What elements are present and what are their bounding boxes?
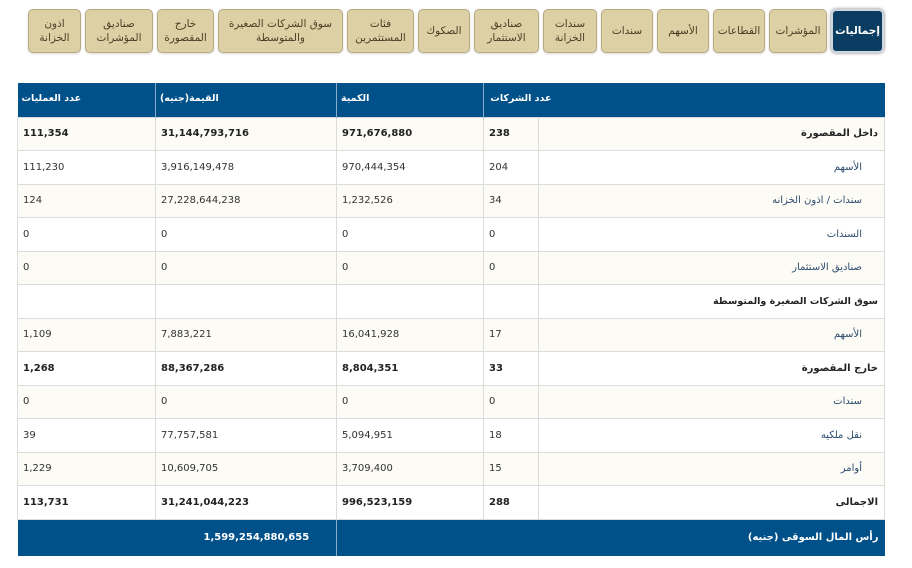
tab-9[interactable]: سوق الشركات الصغيرة والمتوسطة xyxy=(218,9,343,53)
cell-value: 88,367,286 xyxy=(155,351,337,386)
cell-companies: 15 xyxy=(483,451,539,486)
market-cap-value: 1,599,254,880,655 xyxy=(17,519,337,556)
cell-label: سندات / اذون الخزانه xyxy=(538,183,885,218)
cell-operations: 111,354 xyxy=(17,116,156,151)
cell-value: 77,757,581 xyxy=(155,418,337,453)
cell-quantity: 971,676,880 xyxy=(336,116,484,151)
cell-quantity: 0 xyxy=(336,250,484,285)
cell-quantity: 0 xyxy=(336,384,484,419)
cell-label: السندات xyxy=(538,217,885,252)
cell-companies: 0 xyxy=(483,250,539,285)
cell-operations: 113,731 xyxy=(17,485,156,520)
table-row: نقل ملكيه 18 5,094,951 77,757,581 39 xyxy=(17,418,885,453)
cell-companies xyxy=(483,284,539,319)
cell-companies: 288 xyxy=(483,485,539,520)
cell-quantity xyxy=(336,284,484,319)
cell-operations: 111,230 xyxy=(17,150,156,185)
cell-companies: 34 xyxy=(483,183,539,218)
cell-quantity: 1,232,526 xyxy=(336,183,484,218)
header-value: القيمة(جنيه) xyxy=(155,83,337,117)
cell-value: 31,144,793,716 xyxy=(155,116,337,151)
tab-5[interactable]: سندات الخزانة xyxy=(543,9,597,53)
cell-label: سندات xyxy=(538,384,885,419)
tab-6[interactable]: صناديق الاستثمار xyxy=(474,9,539,53)
cell-label: سوق الشركات الصغيرة والمتوسطة xyxy=(538,284,885,319)
table-row: سندات 0 0 0 0 xyxy=(17,384,885,419)
market-cap-row: رأس المال السوقى (جنيه) 1,599,254,880,655 xyxy=(17,519,885,556)
tab-12[interactable]: اذون الخزانة xyxy=(28,9,81,53)
cell-label: نقل ملكيه xyxy=(538,418,885,453)
summary-table: عدد الشركات الكمية القيمة(جنيه) عدد العم… xyxy=(17,83,885,556)
cell-operations: 124 xyxy=(17,183,156,218)
cell-quantity: 970,444,354 xyxy=(336,150,484,185)
cell-companies: 204 xyxy=(483,150,539,185)
cell-label: الأسهم xyxy=(538,317,885,352)
tab-0[interactable]: إجماليات xyxy=(831,9,884,53)
cell-companies: 0 xyxy=(483,217,539,252)
table-row: أوامر 15 3,709,400 10,609,705 1,229 xyxy=(17,451,885,486)
table-row: الاجمالى 288 996,523,159 31,241,044,223 113,… xyxy=(17,485,885,520)
table-row: سندات / اذون الخزانه 34 1,232,526 27,228,64… xyxy=(17,183,885,218)
cell-operations xyxy=(17,284,156,319)
cell-value: 3,916,149,478 xyxy=(155,150,337,185)
market-cap-label: رأس المال السوقى (جنيه) xyxy=(336,519,885,556)
cell-value: 31,241,044,223 xyxy=(155,485,337,520)
tab-4[interactable]: سندات xyxy=(601,9,653,53)
header-quantity: الكمية xyxy=(336,83,484,117)
cell-companies: 17 xyxy=(483,317,539,352)
cell-quantity: 8,804,351 xyxy=(336,351,484,386)
cell-operations: 1,109 xyxy=(17,317,156,352)
table-row: السندات 0 0 0 0 xyxy=(17,217,885,252)
cell-value: 0 xyxy=(155,384,337,419)
cell-companies: 238 xyxy=(483,116,539,151)
cell-companies: 0 xyxy=(483,384,539,419)
cell-value: 0 xyxy=(155,250,337,285)
tab-1[interactable]: المؤشرات xyxy=(769,9,827,53)
cell-label: الأسهم xyxy=(538,150,885,185)
cell-operations: 0 xyxy=(17,384,156,419)
cell-label: الاجمالى xyxy=(538,485,885,520)
tab-bar: إجماليات المؤشرات القطاعات الأسهم سندات سندات… xyxy=(17,9,884,53)
tab-2[interactable]: القطاعات xyxy=(713,9,765,53)
table-row: سوق الشركات الصغيرة والمتوسطة xyxy=(17,284,885,319)
cell-label: داخل المقصورة xyxy=(538,116,885,151)
cell-companies: 33 xyxy=(483,351,539,386)
cell-label: خارج المقصورة xyxy=(538,351,885,386)
cell-operations: 0 xyxy=(17,250,156,285)
cell-label: صناديق الاستثمار xyxy=(538,250,885,285)
table-row: الأسهم 204 970,444,354 3,916,149,478 111,230 xyxy=(17,150,885,185)
table-row: خارج المقصورة 33 8,804,351 88,367,286 1,268 xyxy=(17,351,885,386)
tab-7[interactable]: الصكوك xyxy=(418,9,470,53)
tab-10[interactable]: خارج المقصورة xyxy=(157,9,214,53)
cell-quantity: 5,094,951 xyxy=(336,418,484,453)
cell-quantity: 16,041,928 xyxy=(336,317,484,352)
cell-value: 0 xyxy=(155,217,337,252)
table-header: عدد الشركات الكمية القيمة(جنيه) عدد العم… xyxy=(17,83,885,117)
cell-companies: 18 xyxy=(483,418,539,453)
tab-8[interactable]: فئات المستثمرين xyxy=(347,9,414,53)
header-operations: عدد العمليات xyxy=(17,83,156,117)
cell-operations: 39 xyxy=(17,418,156,453)
table-row: داخل المقصورة 238 971,676,880 31,144,793,71… xyxy=(17,116,885,151)
cell-value xyxy=(155,284,337,319)
cell-label: أوامر xyxy=(538,451,885,486)
header-companies: عدد الشركات xyxy=(483,83,885,117)
cell-quantity: 996,523,159 xyxy=(336,485,484,520)
cell-operations: 0 xyxy=(17,217,156,252)
cell-value: 27,228,644,238 xyxy=(155,183,337,218)
table-row: صناديق الاستثمار 0 0 0 0 xyxy=(17,250,885,285)
cell-quantity: 3,709,400 xyxy=(336,451,484,486)
cell-operations: 1,268 xyxy=(17,351,156,386)
cell-value: 10,609,705 xyxy=(155,451,337,486)
cell-quantity: 0 xyxy=(336,217,484,252)
table-row: الأسهم 17 16,041,928 7,883,221 1,109 xyxy=(17,317,885,352)
cell-value: 7,883,221 xyxy=(155,317,337,352)
cell-operations: 1,229 xyxy=(17,451,156,486)
tab-11[interactable]: صناديق المؤشرات xyxy=(85,9,153,53)
tab-3[interactable]: الأسهم xyxy=(657,9,709,53)
